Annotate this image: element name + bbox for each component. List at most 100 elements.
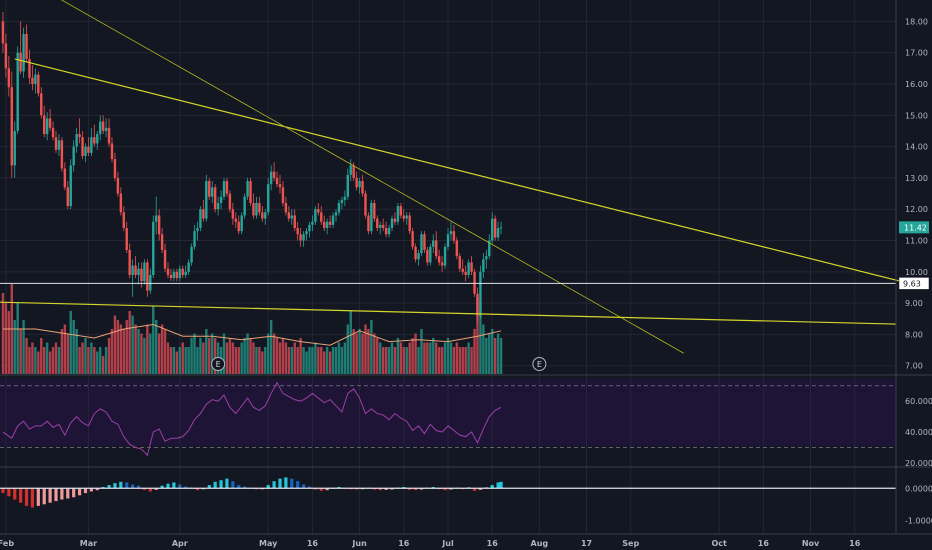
candle[interactable]	[22, 27, 25, 78]
candle[interactable]	[340, 196, 344, 210]
candle[interactable]	[440, 256, 444, 272]
trendlines[interactable]	[0, 0, 926, 354]
candle[interactable]	[225, 177, 229, 197]
candle[interactable]	[155, 196, 158, 235]
candle[interactable]	[157, 209, 161, 241]
candle[interactable]	[37, 71, 40, 97]
candle[interactable]	[252, 193, 255, 219]
candle[interactable]	[113, 152, 117, 182]
candle[interactable]	[45, 112, 49, 141]
candle[interactable]	[75, 127, 78, 153]
candle[interactable]	[19, 21, 22, 75]
candle[interactable]	[63, 162, 67, 191]
candle[interactable]	[213, 184, 217, 213]
candle[interactable]	[390, 215, 394, 232]
candle[interactable]	[243, 193, 246, 219]
candle[interactable]	[13, 121, 16, 178]
candle[interactable]	[349, 159, 352, 182]
candle[interactable]	[137, 262, 140, 285]
candle[interactable]	[293, 209, 296, 232]
candle[interactable]	[443, 243, 447, 269]
candle[interactable]	[96, 130, 99, 150]
candle[interactable]	[455, 237, 459, 260]
candle[interactable]	[125, 221, 128, 254]
candle[interactable]	[417, 249, 420, 266]
candle[interactable]	[420, 231, 423, 257]
time-axis[interactable]: Feb Mar Apr May 16 Jun 16 Jul 16 Aug 17 Sep Oct 16 Nov…	[0, 539, 861, 548]
candle[interactable]	[57, 134, 61, 156]
candle[interactable]	[396, 202, 400, 225]
candle[interactable]	[160, 228, 164, 254]
candle[interactable]	[110, 137, 114, 163]
candle[interactable]	[149, 268, 152, 294]
candle[interactable]	[181, 265, 184, 279]
candle[interactable]	[193, 224, 196, 250]
candle[interactable]	[337, 199, 341, 216]
candle[interactable]	[275, 171, 279, 188]
candle[interactable]	[346, 168, 349, 200]
trendline[interactable]	[44, 0, 684, 354]
candle[interactable]	[482, 253, 485, 279]
candle[interactable]	[258, 196, 261, 216]
candle[interactable]	[16, 46, 19, 135]
candle[interactable]	[317, 202, 320, 216]
candle[interactable]	[437, 249, 441, 266]
candle[interactable]	[376, 215, 379, 232]
candle[interactable]	[249, 177, 252, 207]
candle[interactable]	[343, 190, 347, 207]
candle[interactable]	[331, 212, 335, 228]
candle[interactable]	[163, 243, 167, 272]
candle[interactable]	[493, 215, 497, 241]
candle[interactable]	[311, 215, 314, 232]
candle[interactable]	[320, 206, 323, 225]
candle[interactable]	[255, 196, 258, 219]
candle[interactable]	[402, 209, 405, 222]
candle[interactable]	[78, 118, 81, 144]
candle[interactable]	[381, 218, 385, 232]
candle[interactable]	[72, 140, 75, 172]
candle[interactable]	[90, 127, 93, 156]
candle[interactable]	[328, 215, 332, 228]
candle[interactable]	[178, 265, 181, 282]
price-candles[interactable]	[1, 12, 503, 322]
candle[interactable]	[25, 24, 28, 63]
candle[interactable]	[31, 65, 34, 91]
candle[interactable]	[411, 228, 414, 250]
candle[interactable]	[287, 206, 291, 222]
candle[interactable]	[272, 162, 276, 182]
candle[interactable]	[470, 256, 473, 275]
candle[interactable]	[296, 221, 299, 241]
candle[interactable]	[143, 259, 146, 285]
candle[interactable]	[467, 259, 470, 279]
candle[interactable]	[60, 137, 64, 172]
candle[interactable]	[69, 159, 72, 210]
candle[interactable]	[228, 190, 232, 213]
candle[interactable]	[131, 259, 134, 297]
candle[interactable]	[240, 212, 243, 235]
candle[interactable]	[302, 231, 305, 247]
candle[interactable]	[408, 212, 411, 235]
candle[interactable]	[66, 181, 69, 210]
earnings-marker[interactable]: E	[211, 357, 226, 371]
candle[interactable]	[364, 190, 367, 219]
candle[interactable]	[446, 228, 450, 250]
trendline[interactable]	[0, 301, 897, 325]
candle[interactable]	[452, 224, 456, 244]
candle[interactable]	[34, 68, 37, 94]
candle[interactable]	[43, 105, 46, 138]
candle[interactable]	[175, 268, 179, 282]
candle[interactable]	[128, 243, 131, 279]
candle[interactable]	[491, 212, 494, 244]
candle[interactable]	[414, 243, 417, 263]
candle[interactable]	[373, 199, 376, 222]
candle[interactable]	[10, 71, 13, 178]
candle[interactable]	[152, 215, 155, 279]
candle[interactable]	[28, 49, 31, 84]
candle[interactable]	[387, 224, 391, 238]
candle[interactable]	[93, 124, 96, 147]
candle[interactable]	[432, 234, 435, 254]
candle[interactable]	[219, 190, 223, 210]
candle[interactable]	[184, 265, 187, 279]
candle[interactable]	[334, 209, 338, 222]
